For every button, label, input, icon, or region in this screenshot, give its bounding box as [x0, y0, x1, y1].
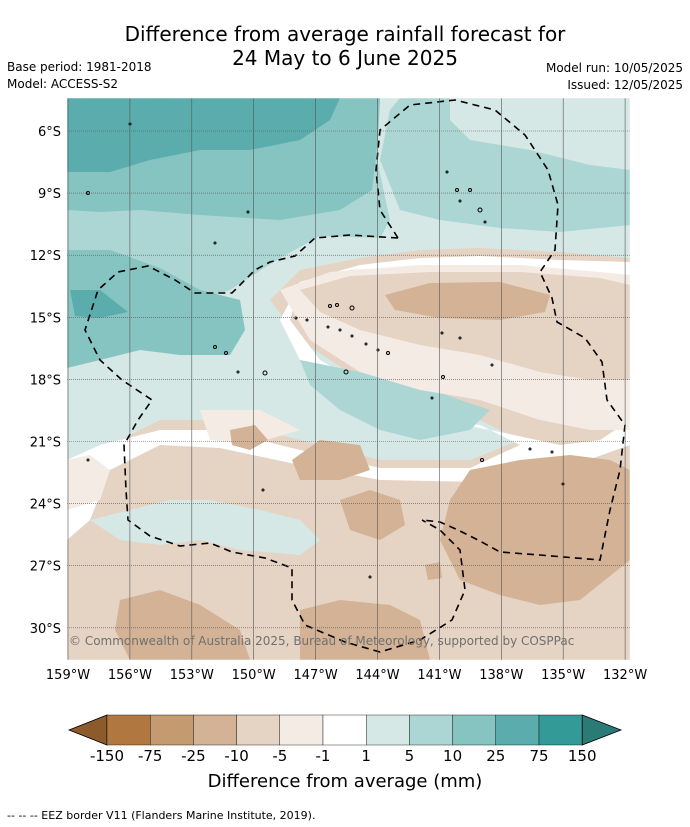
colorbar-tick-label: -25: [181, 747, 206, 765]
colorbar-tick-label: -75: [138, 747, 163, 765]
lon-label: 138°W: [479, 668, 523, 683]
lon-label: 135°W: [541, 668, 585, 683]
wet-region-southwest: [90, 500, 320, 555]
lat-label: 27°S: [30, 560, 61, 575]
colorbar-swatch: [452, 714, 497, 746]
eez-border-northeast: [375, 99, 626, 561]
issued-date: Issued: 12/05/2025: [567, 78, 683, 92]
lat-label: 24°S: [30, 498, 61, 513]
wet-region-strongest: [67, 98, 340, 318]
lat-label: 9°S: [38, 187, 61, 202]
base-period: Base period: 1981-2018: [7, 60, 152, 74]
colorbar-swatch: [193, 714, 237, 746]
map-frame: [66, 97, 631, 661]
islands: [86, 122, 565, 579]
colorbar-swatch: [409, 714, 453, 746]
colorbar-tick-label: 10: [443, 747, 462, 765]
model-name: Model: ACCESS-S2: [7, 77, 119, 91]
colorbar-swatch: [279, 714, 324, 746]
wet-region-east: [300, 360, 490, 440]
eez-footnote: -- -- -- EEZ border V11 (Flanders Marine…: [7, 809, 316, 822]
colorbar-swatch: [236, 714, 281, 746]
meta-left: Base period: 1981-2018 Model: ACCESS-S2: [7, 59, 152, 93]
lat-label: 18°S: [30, 373, 61, 388]
wet-region-strong: [67, 98, 380, 368]
map-field: [67, 98, 630, 660]
lon-label: 147°W: [294, 668, 338, 683]
colorbar-tick-label: -150: [90, 747, 124, 765]
lat-label: 21°S: [30, 436, 61, 451]
colorbar-label: Difference from average (mm): [207, 771, 483, 792]
colorbar-swatch: [149, 714, 194, 746]
colorbar-tick-label: 75: [529, 747, 548, 765]
lon-label: 150°W: [232, 668, 276, 683]
copyright-notice: © Commonwealth of Australia 2025, Bureau…: [69, 634, 575, 648]
lon-label: 156°W: [108, 668, 152, 683]
colorbar-swatch: [366, 714, 410, 746]
wet-region-northeast-light: [450, 98, 630, 170]
rainfall-map: 6°S 9°S 12°S 15°S 18°S 21°S 24°S 27°S 30°S 159°W…: [30, 97, 647, 765]
colorbar-swatch: [106, 714, 151, 746]
colorbar-swatch: [495, 714, 540, 746]
colorbar-swatch: [322, 714, 367, 746]
colorbar-tick-label: 150: [568, 747, 597, 765]
meta-right: Model run: 10/05/2025 Issued: 12/05/2025: [546, 60, 683, 94]
colorbar-extend-high: [581, 714, 623, 746]
colorbar-swatch: [538, 714, 583, 746]
lon-label: 132°W: [603, 668, 647, 683]
colorbar: -150 -75 -25 -10 -5 -1 1 5 10 25 75 150: [67, 714, 623, 765]
colorbar-tick-label: 25: [486, 747, 505, 765]
colorbar-tick-label: 1: [361, 747, 371, 765]
longitude-labels: 159°W 156°W 153°W 150°W 147°W 144°W 141°W 138°W…: [46, 668, 647, 683]
lat-label: 6°S: [38, 125, 61, 140]
latitude-labels: 6°S 9°S 12°S 15°S 18°S 21°S 24°S 27°S 30°S: [30, 125, 61, 637]
graticule: [67, 98, 630, 660]
lat-label: 30°S: [30, 622, 61, 637]
model-run: Model run: 10/05/2025: [545, 61, 683, 75]
lon-label: 141°W: [417, 668, 461, 683]
colorbar-tick-label: -5: [272, 747, 287, 765]
lat-label: 15°S: [30, 311, 61, 326]
chart-title: Difference from average rainfall forecas…: [0, 22, 690, 70]
lon-label: 159°W: [46, 668, 90, 683]
colorbar-tick-label: -10: [224, 747, 249, 765]
title-line-1: Difference from average rainfall forecas…: [124, 22, 566, 46]
lon-label: 144°W: [355, 668, 399, 683]
lon-label: 153°W: [170, 668, 214, 683]
colorbar-tick-label: 5: [405, 747, 415, 765]
eez-border-west: [84, 234, 466, 653]
colorbar-extend-low: [67, 714, 108, 746]
title-line-2: 24 May to 6 June 2025: [232, 46, 458, 70]
lat-label: 12°S: [30, 249, 61, 264]
colorbar-tick-label: -1: [316, 747, 331, 765]
